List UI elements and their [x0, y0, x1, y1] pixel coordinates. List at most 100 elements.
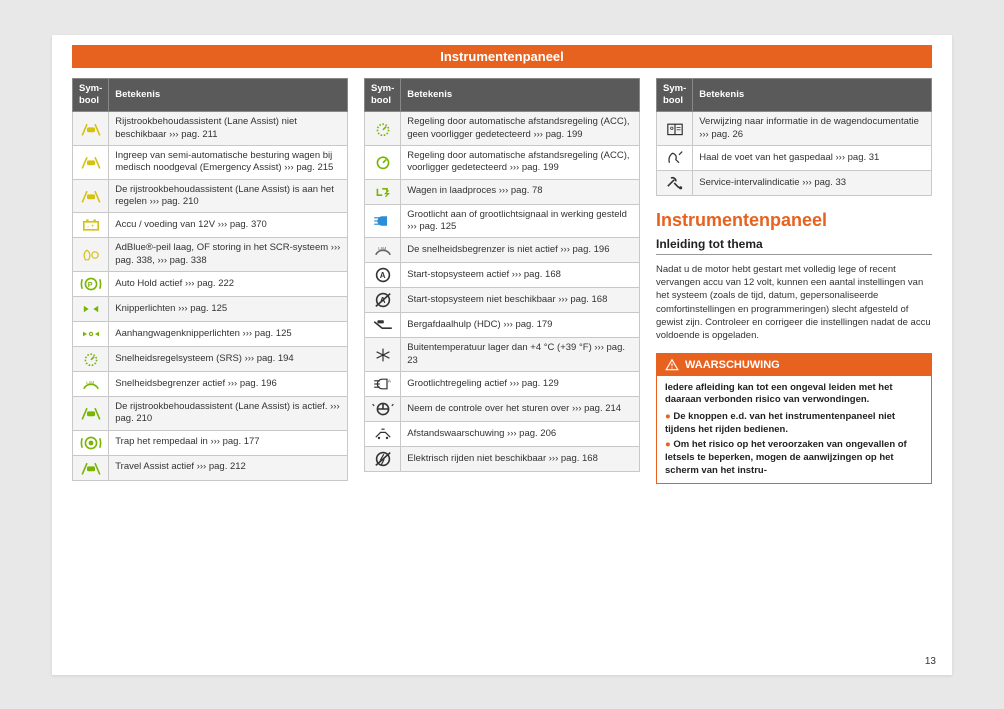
travel-assist-icon: [73, 455, 109, 480]
foot-off-icon: [657, 145, 693, 170]
table-row: Trap het rempedaal in ››› pag. 177: [73, 430, 348, 455]
table-row: P Auto Hold actief ››› pag. 222: [73, 271, 348, 296]
svg-text:LIM: LIM: [86, 380, 94, 386]
symbol-meaning: Elektrisch rijden niet beschikbaar ››› p…: [401, 446, 640, 471]
svg-text:LIM: LIM: [378, 246, 386, 252]
symbol-table-2: Sym-bool Betekenis Regeling door automat…: [364, 78, 640, 472]
speed-limiter-icon: LIM: [73, 371, 109, 396]
table-row: De rijstrookbehoudassistent (Lane Assist…: [73, 396, 348, 430]
turn-signals-icon: [73, 296, 109, 321]
section-heading: Instrumentenpaneel: [656, 210, 932, 231]
table-row: Rijstrookbehoudassistent (Lane Assist) n…: [73, 112, 348, 146]
start-stop-on-icon: A: [365, 263, 401, 288]
warning-header: WAARSCHUWING: [657, 354, 931, 376]
table-row: LIM De snelheidsbegrenzer is niet actief …: [365, 238, 640, 263]
symbol-meaning: Travel Assist actief ››› pag. 212: [109, 455, 348, 480]
take-steering-icon: [365, 396, 401, 421]
table-row: Grootlicht aan of grootlichtsignaal in w…: [365, 204, 640, 238]
table-row: De rijstrookbehoudassistent (Lane Assist…: [73, 179, 348, 213]
symbol-meaning: Rijstrookbehoudassistent (Lane Assist) n…: [109, 112, 348, 146]
table-row: Knipperlichten ››› pag. 125: [73, 296, 348, 321]
auto-high-beam-icon: A: [365, 371, 401, 396]
symbol-meaning: Start-stopsysteem actief ››› pag. 168: [401, 263, 640, 288]
trailer-signals-icon: [73, 321, 109, 346]
charging-icon: [365, 179, 401, 204]
symbol-meaning: Wagen in laadproces ››› pag. 78: [401, 179, 640, 204]
lane-assist-active-icon: [73, 396, 109, 430]
acc-no-lead-icon: [365, 112, 401, 146]
manual-icon: [657, 112, 693, 146]
lane-assist-na-icon: [73, 112, 109, 146]
column-1: Sym-bool Betekenis Rijstrookbehoudassist…: [72, 78, 348, 485]
autohold-icon: P: [73, 271, 109, 296]
table-row: Bergafdaalhulp (HDC) ››› pag. 179: [365, 313, 640, 338]
symbol-meaning: Accu / voeding van 12V ››› pag. 370: [109, 213, 348, 238]
symbol-meaning: Trap het rempedaal in ››› pag. 177: [109, 430, 348, 455]
th-meaning: Betekenis: [401, 78, 640, 112]
symbol-meaning: Auto Hold actief ››› pag. 222: [109, 271, 348, 296]
table-row: Elektrisch rijden niet beschikbaar ››› p…: [365, 446, 640, 471]
th-meaning: Betekenis: [693, 78, 932, 112]
frost-icon: [365, 338, 401, 372]
warning-item: ● Om het risico op het veroorzaken van o…: [665, 439, 923, 477]
th-symbol: Sym-bool: [657, 78, 693, 112]
section-body: Nadat u de motor hebt gestart met volled…: [656, 263, 932, 343]
symbol-meaning: Regeling door automatische afstandsregel…: [401, 112, 640, 146]
lane-assist-reg-icon: [73, 179, 109, 213]
table-row: Buitentemperatuur lager dan +4 °C (+39 °…: [365, 338, 640, 372]
th-symbol: Sym-bool: [365, 78, 401, 112]
table-row: Travel Assist actief ››› pag. 212: [73, 455, 348, 480]
warning-body: Iedere afleiding kan tot een ongeval lei…: [657, 376, 931, 484]
acc-lead-icon: [365, 145, 401, 179]
table-row: Regeling door automatische afstandsregel…: [365, 145, 640, 179]
table-row: Afstandswaarschuwing ››› pag. 206: [365, 421, 640, 446]
hdc-icon: [365, 313, 401, 338]
ev-na-icon: [365, 446, 401, 471]
table-row: AStart-stopsysteem niet beschikbaar ››› …: [365, 288, 640, 313]
page-title-bar: Instrumentenpaneel: [72, 45, 932, 68]
warning-lead: Iedere afleiding kan tot een ongeval lei…: [665, 382, 923, 408]
table-row: Wagen in laadproces ››› pag. 78: [365, 179, 640, 204]
symbol-meaning: De rijstrookbehoudassistent (Lane Assist…: [109, 396, 348, 430]
table-row: Service-intervalindicatie ››› pag. 33: [657, 170, 932, 195]
symbol-meaning: Snelheidsregelsysteem (SRS) ››› pag. 194: [109, 346, 348, 371]
svg-text:P: P: [87, 280, 92, 289]
symbol-meaning: Ingreep van semi-automatische besturing …: [109, 145, 348, 179]
warning-label: WAARSCHUWING: [685, 359, 780, 371]
content-columns: Sym-bool Betekenis Rijstrookbehoudassist…: [52, 78, 952, 485]
th-symbol: Sym-bool: [73, 78, 109, 112]
table-row: Regeling door automatische afstandsregel…: [365, 112, 640, 146]
distance-warn-icon: [365, 421, 401, 446]
symbol-meaning: Grootlicht aan of grootlichtsignaal in w…: [401, 204, 640, 238]
table-row: AdBlue®-peil laag, OF storing in het SCR…: [73, 238, 348, 272]
table-row: Snelheidsregelsysteem (SRS) ››› pag. 194: [73, 346, 348, 371]
cruise-icon: [73, 346, 109, 371]
svg-text:A: A: [387, 378, 391, 384]
svg-text:A: A: [379, 271, 385, 280]
table-row: LIM Snelheidsbegrenzer actief ››› pag. 19…: [73, 371, 348, 396]
high-beam-icon: [365, 204, 401, 238]
symbol-meaning: De snelheidsbegrenzer is niet actief ›››…: [401, 238, 640, 263]
emergency-steer-icon: [73, 145, 109, 179]
symbol-meaning: Start-stopsysteem niet beschikbaar ››› p…: [401, 288, 640, 313]
symbol-table-3: Sym-bool Betekenis Verwijzing naar infor…: [656, 78, 932, 196]
symbol-meaning: Regeling door automatische afstandsregel…: [401, 145, 640, 179]
symbol-meaning: Bergafdaalhulp (HDC) ››› pag. 179: [401, 313, 640, 338]
symbol-meaning: Knipperlichten ››› pag. 125: [109, 296, 348, 321]
symbol-meaning: Aanhangwagenknipperlichten ››› pag. 125: [109, 321, 348, 346]
th-meaning: Betekenis: [109, 78, 348, 112]
symbol-meaning: Afstandswaarschuwing ››› pag. 206: [401, 421, 640, 446]
symbol-meaning: Snelheidsbegrenzer actief ››› pag. 196: [109, 371, 348, 396]
table-row: - +Accu / voeding van 12V ››› pag. 370: [73, 213, 348, 238]
warning-item: ● De knoppen e.d. van het instrumentenpa…: [665, 411, 923, 437]
page-number: 13: [925, 656, 936, 667]
symbol-meaning: Haal de voet van het gaspedaal ››› pag. …: [693, 145, 932, 170]
adblue-icon: [73, 238, 109, 272]
service-icon: [657, 170, 693, 195]
symbol-meaning: AdBlue®-peil laag, OF storing in het SCR…: [109, 238, 348, 272]
symbol-meaning: Verwijzing naar informatie in de wagendo…: [693, 112, 932, 146]
column-2: Sym-bool Betekenis Regeling door automat…: [364, 78, 640, 485]
start-stop-na-icon: A: [365, 288, 401, 313]
table-row: Neem de controle over het sturen over ››…: [365, 396, 640, 421]
manual-page: Instrumentenpaneel Sym-bool Betekenis Ri…: [52, 35, 952, 675]
